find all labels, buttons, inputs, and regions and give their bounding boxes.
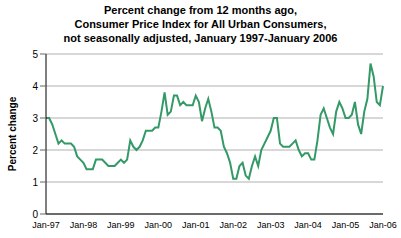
svg-text:Jan-06: Jan-06 — [369, 220, 393, 230]
svg-text:0: 0 — [32, 209, 38, 220]
svg-text:Jan-01: Jan-01 — [182, 220, 210, 230]
html-text:Percent change from 12 months: Percent change from 12 months ago, — [103, 4, 298, 16]
svg-text:5: 5 — [32, 49, 38, 60]
svg-text:Jan-03: Jan-03 — [257, 220, 285, 230]
svg-text:Percent change: Percent change — [8, 96, 18, 171]
svg-text:Jan-00: Jan-00 — [145, 220, 173, 230]
svg-text:1: 1 — [32, 177, 38, 188]
svg-text:Jan-99: Jan-99 — [107, 220, 135, 230]
svg-text:Jan-98: Jan-98 — [70, 220, 98, 230]
svg-text:Jan-97: Jan-97 — [32, 220, 60, 230]
svg-text:2: 2 — [32, 145, 38, 156]
html-text:not seasonally adjusted, Janua: not seasonally adjusted, January 1997-Ja… — [63, 32, 338, 44]
svg-text:4: 4 — [32, 81, 38, 92]
svg-text:Jan-05: Jan-05 — [332, 220, 360, 230]
svg-text:3: 3 — [32, 113, 38, 124]
html-text:Consumer Price Index for All U: Consumer Price Index for All Urban Consu… — [74, 18, 327, 30]
svg-text:Jan-04: Jan-04 — [294, 220, 322, 230]
svg-text:Jan-02: Jan-02 — [219, 220, 247, 230]
